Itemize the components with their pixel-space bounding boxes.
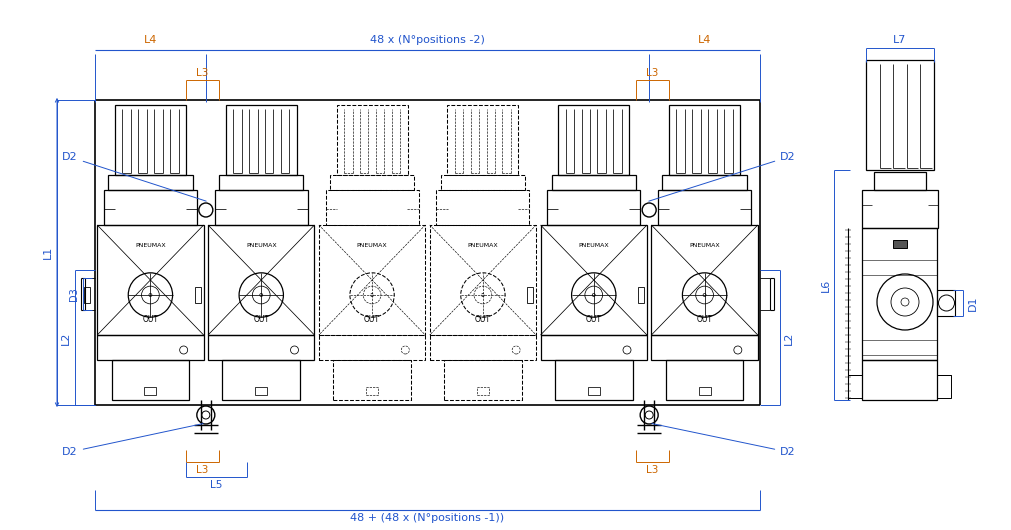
Text: PNEUMAX: PNEUMAX xyxy=(688,243,719,248)
Bar xyxy=(540,335,646,360)
Bar xyxy=(97,335,203,360)
Text: L1: L1 xyxy=(42,245,53,259)
Text: OUT: OUT xyxy=(585,315,602,324)
Text: L3: L3 xyxy=(646,465,658,475)
Bar xyxy=(219,175,303,190)
Bar xyxy=(318,225,425,335)
Bar xyxy=(638,287,644,303)
Text: PNEUMAX: PNEUMAX xyxy=(467,243,497,248)
Bar xyxy=(847,375,861,398)
Text: L3: L3 xyxy=(196,68,208,78)
Bar xyxy=(551,175,635,190)
Text: L2: L2 xyxy=(61,331,71,344)
Bar xyxy=(326,190,419,225)
Bar xyxy=(861,360,936,400)
Text: PNEUMAX: PNEUMAX xyxy=(578,243,609,248)
Bar xyxy=(195,287,200,303)
Bar xyxy=(936,375,950,398)
Bar xyxy=(225,105,296,175)
Text: L4: L4 xyxy=(698,35,711,45)
Text: OUT: OUT xyxy=(143,315,159,324)
Bar xyxy=(861,190,937,228)
Text: D2: D2 xyxy=(62,423,203,457)
Text: L3: L3 xyxy=(196,465,208,475)
Bar xyxy=(255,387,267,395)
Text: D2: D2 xyxy=(651,423,795,457)
Bar xyxy=(558,105,629,175)
Bar xyxy=(115,105,186,175)
Text: L7: L7 xyxy=(893,35,906,45)
Text: D1: D1 xyxy=(967,295,977,311)
Text: L3: L3 xyxy=(646,68,658,78)
Bar xyxy=(651,335,757,360)
Bar xyxy=(436,190,529,225)
Text: PNEUMAX: PNEUMAX xyxy=(135,243,166,248)
Text: OUT: OUT xyxy=(364,315,380,324)
Bar xyxy=(337,105,407,175)
Text: L5: L5 xyxy=(210,480,222,490)
Bar xyxy=(698,387,710,395)
Bar xyxy=(540,225,646,335)
Bar xyxy=(668,105,739,175)
Bar xyxy=(366,387,378,395)
Bar xyxy=(554,360,632,400)
Text: L6: L6 xyxy=(820,278,830,292)
Bar xyxy=(97,225,203,335)
Text: D3: D3 xyxy=(69,287,79,301)
Bar xyxy=(651,225,757,335)
Bar xyxy=(587,387,600,395)
Bar xyxy=(527,287,533,303)
Bar xyxy=(547,190,640,225)
Bar xyxy=(665,360,743,400)
Bar xyxy=(441,175,525,190)
Bar xyxy=(84,287,90,303)
Bar xyxy=(447,105,518,175)
Text: 48 x (N°positions -2): 48 x (N°positions -2) xyxy=(370,35,484,45)
Bar xyxy=(430,335,536,360)
Bar xyxy=(111,360,189,400)
Bar xyxy=(430,225,536,335)
Text: OUT: OUT xyxy=(253,315,269,324)
Bar xyxy=(861,228,936,360)
Bar xyxy=(145,387,157,395)
Text: PNEUMAX: PNEUMAX xyxy=(246,243,276,248)
Bar xyxy=(865,60,933,170)
Text: D2: D2 xyxy=(62,152,206,201)
Bar xyxy=(108,175,192,190)
Text: 48 + (48 x (N°positions -1)): 48 + (48 x (N°positions -1)) xyxy=(350,513,504,523)
Text: L4: L4 xyxy=(144,35,157,45)
Bar xyxy=(936,290,954,316)
Bar xyxy=(662,175,746,190)
Bar xyxy=(318,335,425,360)
Text: D2: D2 xyxy=(648,152,795,201)
Bar xyxy=(444,360,522,400)
Bar xyxy=(222,360,299,400)
Text: PNEUMAX: PNEUMAX xyxy=(357,243,387,248)
Bar xyxy=(874,172,925,190)
Bar xyxy=(330,175,413,190)
Bar xyxy=(208,335,314,360)
Text: L2: L2 xyxy=(784,331,794,344)
Bar xyxy=(104,190,197,225)
Bar xyxy=(476,387,488,395)
Bar xyxy=(892,240,906,248)
Bar xyxy=(214,190,307,225)
Bar xyxy=(208,225,314,335)
Bar xyxy=(333,360,410,400)
Text: OUT: OUT xyxy=(696,315,712,324)
Text: OUT: OUT xyxy=(474,315,490,324)
Bar xyxy=(657,190,750,225)
